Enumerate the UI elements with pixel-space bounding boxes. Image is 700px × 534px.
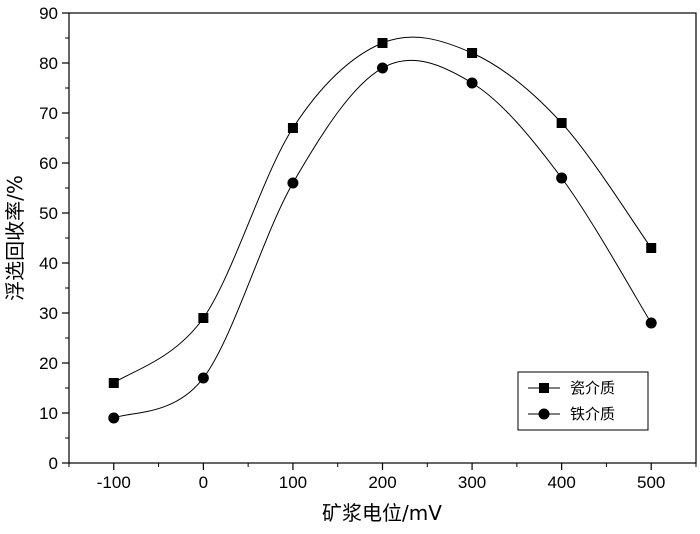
series-line-1 [113,36,652,384]
y-tick-label: 50 [39,204,58,223]
y-tick-label: 80 [39,54,58,73]
y-tick-label: 90 [39,4,58,23]
data-point-square [646,243,657,253]
data-point-circle [287,177,299,189]
x-tick-label: 0 [199,473,208,492]
x-axis-label: 矿浆电位/mV [322,501,442,525]
x-tick-label: 200 [368,473,396,492]
y-axis-label: 浮选回收率/% [3,175,27,301]
legend-circle-marker [538,408,550,420]
y-tick-label: 60 [39,154,58,173]
data-point-circle [377,62,388,74]
x-tick-label: 300 [458,473,486,492]
data-point-circle [197,372,209,384]
data-point-circle [466,77,478,89]
data-point-square [108,378,119,388]
data-point-square [467,48,478,58]
y-tick-label: 30 [39,304,58,323]
data-point-square [377,38,388,48]
legend-label: 铁介质 [570,405,615,423]
data-point-circle [108,412,120,424]
series-line-2 [113,60,652,419]
y-tick-label: 20 [39,354,58,373]
legend-label: 瓷介质 [570,379,615,397]
data-point-circle [556,172,568,184]
data-point-square [556,118,567,128]
y-axis: 0 10 20 30 40 50 60 70 80 90 [39,4,69,473]
series-layer [108,36,657,424]
x-tick-label: 400 [547,473,575,492]
legend-box [517,371,649,431]
x-tick-label: -100 [97,473,131,492]
data-point-circle [645,317,657,329]
legend-square-marker [539,383,549,393]
x-tick-label: 100 [279,473,307,492]
x-axis: -100 0 100 200 300 400 500 [68,463,697,492]
x-tick-label: 500 [637,473,665,492]
data-point-square [287,123,298,133]
y-tick-label: 70 [39,104,58,123]
data-point-square [198,313,209,323]
y-tick-label: 40 [39,254,58,273]
y-tick-label: 10 [39,404,58,423]
y-tick-label: 0 [49,454,58,473]
